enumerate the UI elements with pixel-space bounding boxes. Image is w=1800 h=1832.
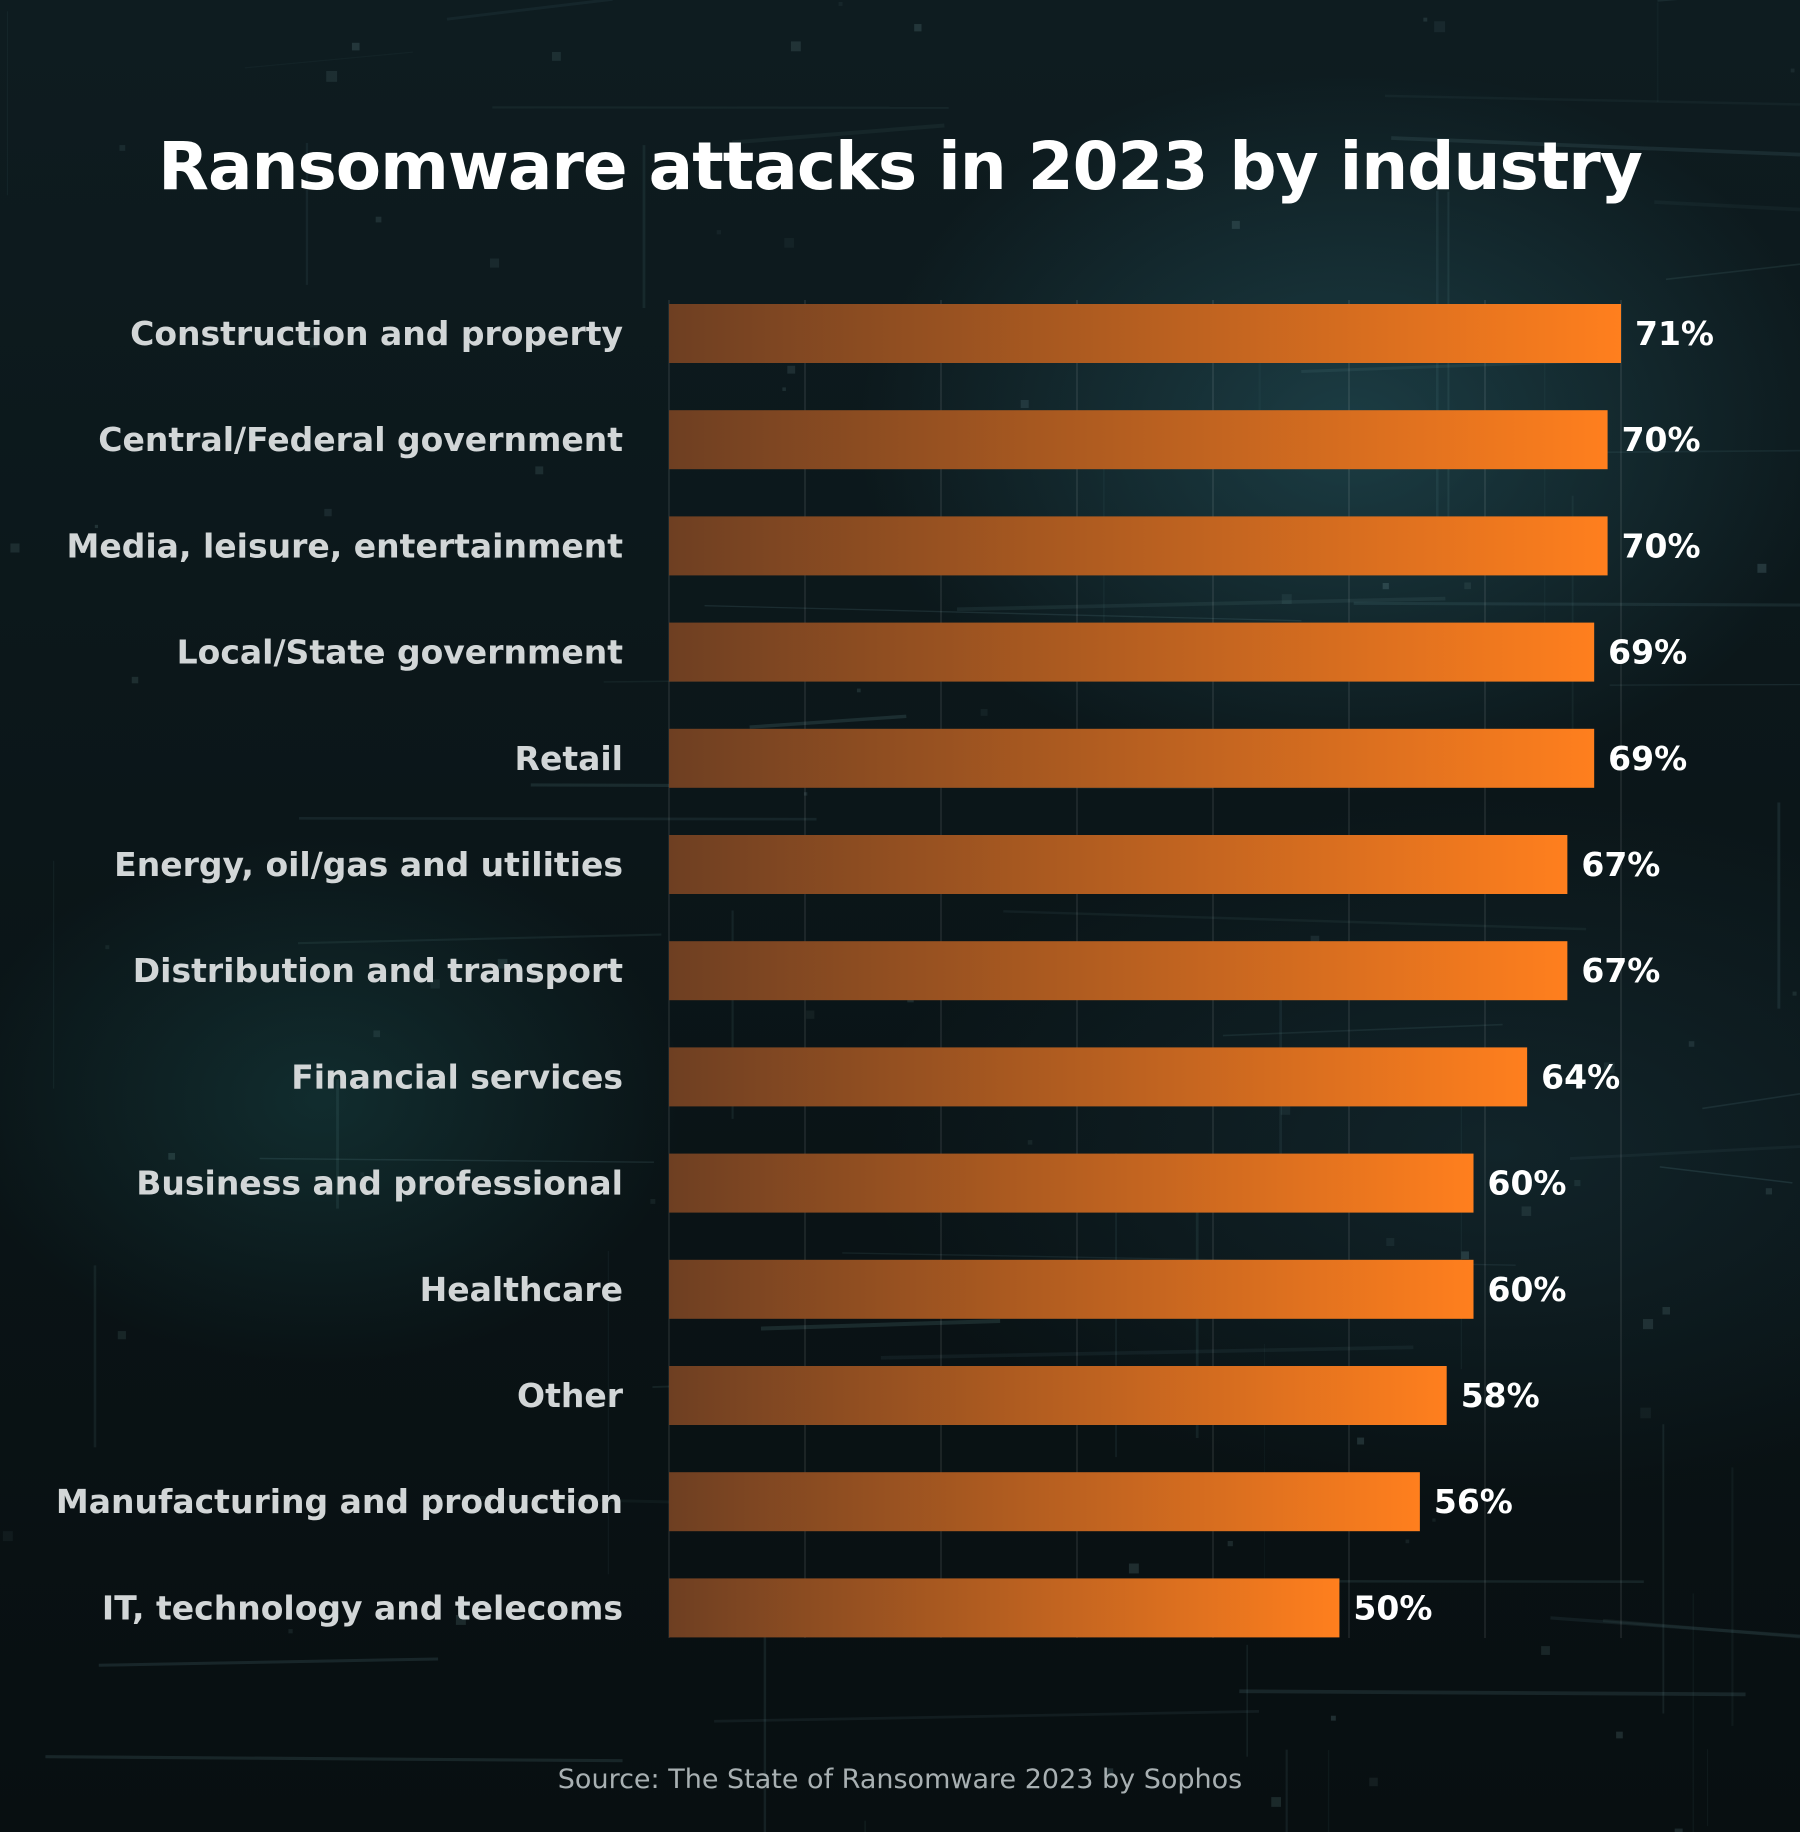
category-label: Construction and property (130, 314, 623, 353)
category-label: Central/Federal government (98, 420, 623, 459)
bar (669, 1472, 1420, 1532)
bar (669, 728, 1595, 788)
bar (669, 1047, 1528, 1107)
category-label: Manufacturing and production (56, 1482, 623, 1521)
bar (669, 1153, 1474, 1213)
value-label: 69% (1608, 739, 1687, 778)
value-label: 64% (1541, 1057, 1620, 1096)
category-label: Distribution and transport (133, 951, 623, 990)
value-label: 67% (1581, 951, 1660, 990)
category-label: Other (517, 1376, 624, 1415)
value-label: 70% (1622, 420, 1701, 459)
category-label: Business and professional (136, 1164, 623, 1203)
value-label: 56% (1434, 1482, 1513, 1521)
category-label: Energy, oil/gas and utilities (114, 845, 623, 884)
bar (669, 1259, 1474, 1319)
value-label: 60% (1488, 1164, 1567, 1203)
value-label: 70% (1622, 526, 1701, 565)
bar (669, 835, 1568, 894)
category-label: Media, leisure, entertainment (67, 526, 624, 565)
category-label: Financial services (291, 1057, 623, 1096)
value-label: 60% (1488, 1270, 1567, 1309)
value-label: 67% (1581, 845, 1660, 884)
bar (669, 1366, 1447, 1425)
category-label: Local/State government (177, 633, 624, 672)
category-label: Retail (515, 739, 623, 778)
value-label: 50% (1353, 1588, 1432, 1627)
bar (669, 516, 1608, 576)
bars (669, 304, 1621, 1638)
category-label: Healthcare (420, 1270, 623, 1309)
chart-title: Ransomware attacks in 2023 by industry (158, 128, 1643, 205)
category-labels: Construction and property Central/Federal… (56, 314, 624, 1627)
value-label: 58% (1461, 1376, 1540, 1415)
bar (669, 941, 1568, 1001)
source-note: Source: The State of Ransomware 2023 by … (557, 1764, 1243, 1795)
value-label: 71% (1635, 314, 1714, 353)
category-label: IT, technology and telecoms (102, 1588, 623, 1627)
value-label: 69% (1608, 633, 1687, 672)
bar (669, 622, 1595, 682)
bar (669, 1578, 1340, 1638)
bar (669, 304, 1621, 363)
value-labels: 71% 70% 70% 69% 69% 67% 67% 64% 60% 60% 58% 56% 50% (1353, 314, 1714, 1627)
bar (669, 410, 1608, 470)
